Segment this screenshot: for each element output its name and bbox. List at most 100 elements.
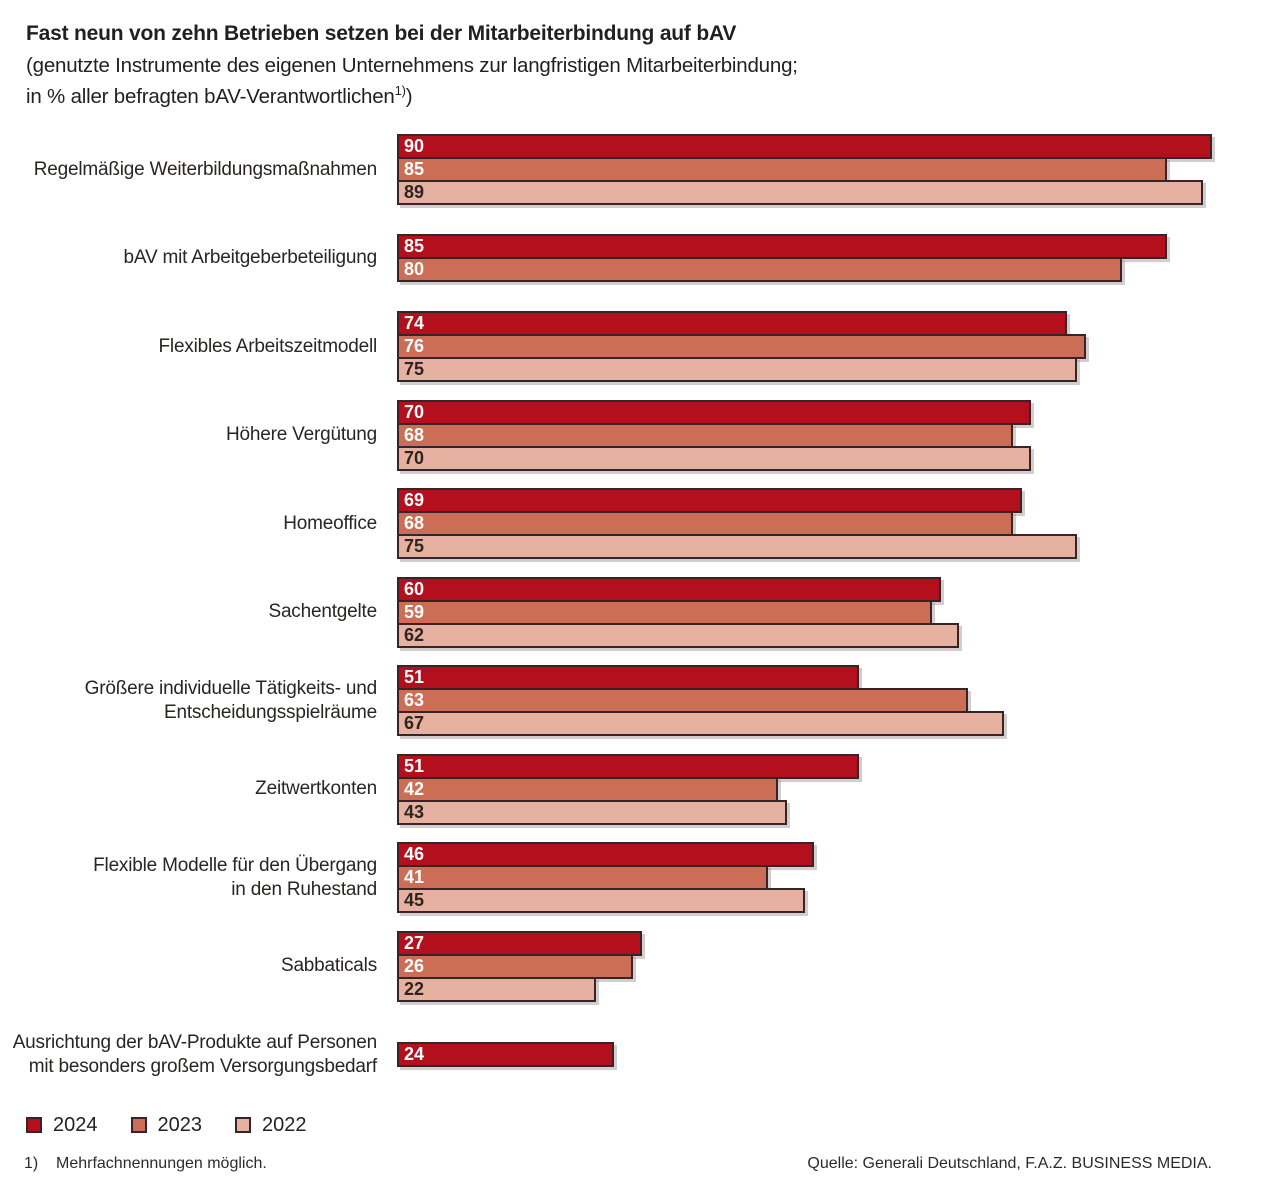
bar-2024: 69 [397,488,1022,514]
category-label-line: Sachentgelte [268,601,377,623]
bar-value-label: 68 [404,513,425,534]
chart-subtitle-line2: in % aller befragten bAV-Verantwortliche… [26,83,413,109]
bar-value-label: 46 [404,844,425,865]
bar-2024: 90 [397,134,1212,160]
bar-group: 51 42 43 [377,753,1274,825]
category-label-line: Sabbaticals [280,955,377,977]
bar-2024: 85 [397,234,1167,260]
bar-2022: 75 [397,534,1077,560]
bar-value-label: 43 [404,801,425,822]
chart-header: Fast neun von zehn Betrieben setzen bei … [0,0,1274,113]
bar-2023: 59 [397,599,932,625]
bar-2023: 76 [397,334,1086,360]
category-label-line: in den Ruhestand [231,878,377,900]
bar-2024: 24 [397,1042,614,1068]
bar-2022: 89 [397,180,1203,206]
chart-row: Ausrichtung der bAV-Produkte auf Persone… [0,1010,1274,1099]
bar-group: 69 68 75 [377,488,1274,560]
chart-subtitle-line1: (genutzte Instrumente des eigenen Untern… [26,53,798,77]
bar-value-label: 51 [404,755,425,776]
category-label-line: Flexible Modelle für den Übergang [93,854,377,876]
category-label: Sachentgelte [0,600,377,624]
bar-value-label: 69 [404,490,425,511]
category-label: Homeoffice [0,512,377,536]
bar-2024: 60 [397,576,941,602]
bar-value-label: 62 [404,624,425,645]
legend-swatch-2022 [235,1117,251,1134]
bar-group: 24 [377,1042,1274,1068]
bar-2022: 43 [397,799,787,825]
bar-group: 27 26 22 [377,930,1274,1002]
bar-value-label: 51 [404,667,425,688]
bar-2022: 70 [397,445,1031,471]
footnote-reference: 1) [394,83,406,99]
category-label: Flexibles Arbeitszeitmodell [0,335,378,359]
bar-group: 85 80 [377,234,1274,283]
category-label-line: Homeoffice [283,512,377,534]
legend-swatch-2024 [26,1117,42,1134]
bar-group: 46 41 45 [377,842,1274,914]
category-label-line: Zeitwertkonten [255,778,377,800]
chart-row: Flexibles Arbeitszeitmodell 74 76 75 [0,302,1274,391]
chart-row: Sachentgelte 60 59 62 [0,568,1274,657]
category-label: Sabbaticals [0,954,377,978]
chart-row: Homeoffice 69 68 75 [0,479,1274,568]
bar-value-label: 59 [404,601,425,622]
bar-group: 70 68 70 [377,399,1274,471]
bar-2023: 26 [397,953,633,979]
category-label: Zeitwertkonten [0,777,377,801]
category-label-line: bAV mit Arbeitgeberbeteiligung [123,247,378,269]
legend-label: 2023 [157,1113,203,1136]
bar-value-label: 70 [404,401,425,422]
bar-2023: 68 [397,511,1013,537]
bar-value-label: 80 [404,259,425,280]
bar-2024: 46 [397,842,814,868]
bar-group: 60 59 62 [377,576,1274,648]
bar-2024: 70 [397,399,1031,425]
chart-row: Zeitwertkonten 51 42 43 [0,745,1274,834]
legend-label: 2024 [53,1113,98,1136]
category-label-line: Regelmäßige Weiterbildungsmaßnahmen [33,158,377,180]
chart-row: Höhere Vergütung 70 68 70 [0,391,1274,480]
bar-value-label: 45 [404,890,425,911]
bar-2023: 41 [397,865,768,891]
bar-value-label: 60 [404,578,425,599]
bar-value-label: 42 [404,778,425,799]
bar-value-label: 24 [404,1044,425,1065]
bar-2023: 68 [397,422,1013,448]
chart-row: Größere individuelle Tätigkeits- und Ents… [0,656,1274,745]
legend-item-2023: 2023 [130,1113,203,1137]
bar-group: 74 76 75 [377,311,1274,383]
category-label-line: Entscheidungsspielräume [164,701,377,723]
category-label-line: Ausrichtung der bAV-Produkte auf Persone… [12,1031,377,1053]
bar-2023: 63 [397,688,968,714]
bar-2024: 51 [397,753,859,779]
bar-chart: Regelmäßige Weiterbildungsmaßnahmen 90 85 8… [0,125,1274,1099]
bar-2024: 27 [397,930,642,956]
category-label-line: mit besonders großem Versorgungsbedarf [28,1055,378,1077]
bar-2022: 75 [397,357,1077,383]
bar-value-label: 85 [404,159,425,180]
bar-value-label: 75 [404,359,425,380]
chart-row: Sabbaticals 27 26 22 [0,922,1274,1011]
source-credit: Quelle: Generali Deutschland, F.A.Z. BUS… [807,1154,1212,1172]
bar-value-label: 68 [404,424,425,445]
bar-value-label: 41 [404,867,425,888]
footnote: 1) Mehrfachnennungen möglich. [24,1155,267,1173]
bar-2023: 80 [397,257,1122,283]
chart-footer: 1) Mehrfachnennungen möglich. Quelle: Gen… [24,1155,1212,1173]
bar-value-label: 63 [404,690,425,711]
category-label-line: Größere individuelle Tätigkeits- und [84,677,378,699]
bar-2022: 67 [397,711,1004,737]
bar-2023: 85 [397,157,1167,183]
legend: 2024 2023 2022 [26,1114,1274,1137]
legend-item-2022: 2022 [235,1114,307,1137]
bar-value-label: 74 [404,313,425,334]
bar-value-label: 67 [404,713,425,734]
category-label: Flexible Modelle für den Übergang in den … [0,854,377,902]
footnote-text: Mehrfachnennungen möglich. [56,1154,267,1172]
category-label: Regelmäßige Weiterbildungsmaßnahmen [0,158,377,182]
legend-item-2024: 2024 [26,1114,98,1137]
bar-2023: 42 [397,776,778,802]
bar-2024: 74 [397,311,1067,337]
